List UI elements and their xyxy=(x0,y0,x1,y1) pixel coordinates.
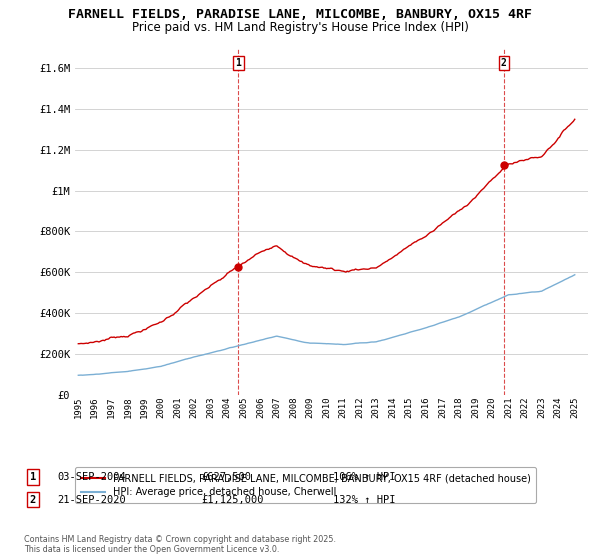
Text: 1: 1 xyxy=(30,472,36,482)
Text: 106% ↑ HPI: 106% ↑ HPI xyxy=(333,472,395,482)
Text: 2: 2 xyxy=(30,494,36,505)
Text: £1,125,000: £1,125,000 xyxy=(201,494,263,505)
Text: 1: 1 xyxy=(235,58,241,68)
Text: 2: 2 xyxy=(501,58,507,68)
Legend: FARNELL FIELDS, PARADISE LANE, MILCOMBE, BANBURY, OX15 4RF (detached house), HPI: FARNELL FIELDS, PARADISE LANE, MILCOMBE,… xyxy=(75,468,536,503)
Text: 132% ↑ HPI: 132% ↑ HPI xyxy=(333,494,395,505)
Text: Price paid vs. HM Land Registry's House Price Index (HPI): Price paid vs. HM Land Registry's House … xyxy=(131,21,469,34)
Text: Contains HM Land Registry data © Crown copyright and database right 2025.
This d: Contains HM Land Registry data © Crown c… xyxy=(24,535,336,554)
Text: £627,500: £627,500 xyxy=(201,472,251,482)
Text: FARNELL FIELDS, PARADISE LANE, MILCOMBE, BANBURY, OX15 4RF: FARNELL FIELDS, PARADISE LANE, MILCOMBE,… xyxy=(68,8,532,21)
Text: 21-SEP-2020: 21-SEP-2020 xyxy=(57,494,126,505)
Text: 03-SEP-2004: 03-SEP-2004 xyxy=(57,472,126,482)
